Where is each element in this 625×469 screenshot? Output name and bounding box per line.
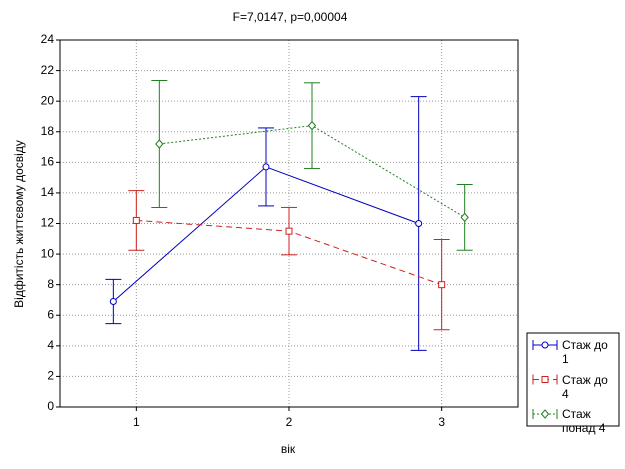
chart-title: F=7,0147, p=0,00004 (233, 10, 348, 24)
y-tick-label: 14 (41, 185, 55, 199)
marker (132, 216, 140, 224)
marker (155, 139, 164, 149)
y-tick-label: 6 (47, 307, 54, 321)
legend-label: Стаж до 4 (562, 372, 608, 401)
marker (541, 376, 549, 383)
y-tick-label: 24 (41, 32, 55, 46)
y-tick-label: 10 (41, 246, 55, 260)
y-tick-label: 2 (47, 369, 54, 383)
y-tick-label: 18 (41, 124, 55, 138)
legend-label: Стаж до 1 (562, 338, 608, 366)
y-tick-label: 22 (41, 63, 55, 77)
y-tick-label: 4 (47, 338, 54, 352)
marker (262, 163, 270, 171)
marker (285, 227, 293, 235)
y-tick-label: 20 (41, 93, 55, 107)
x-tick-label: 3 (438, 415, 445, 429)
plot-frame (59, 39, 519, 408)
marker (415, 220, 423, 227)
x-axis-label: вік (281, 442, 296, 456)
marker (438, 281, 446, 289)
y-tick-label: 16 (41, 155, 55, 169)
y-tick-label: 8 (47, 277, 54, 291)
marker (307, 120, 317, 131)
marker (540, 409, 550, 419)
x-tick-label: 1 (133, 415, 140, 429)
x-tick-label: 2 (286, 415, 293, 429)
y-tick-label: 12 (41, 216, 55, 230)
y-axis-label: Відфитість життєвому досвіду (12, 140, 26, 308)
y-tick-label: 0 (47, 399, 54, 413)
marker (460, 212, 469, 223)
marker (109, 297, 117, 305)
legend-label: Стаж понад 4 (562, 407, 606, 435)
marker (541, 341, 549, 349)
